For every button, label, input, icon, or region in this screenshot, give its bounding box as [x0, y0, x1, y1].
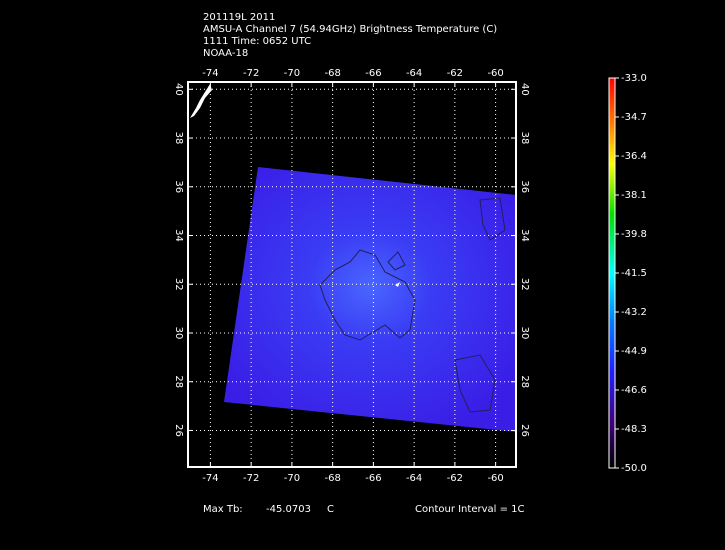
header-line: AMSU-A Channel 7 (54.94GHz) Brightness T…	[203, 24, 497, 35]
lon-label: -66	[365, 473, 381, 484]
contour	[319, 249, 416, 341]
colorbar	[609, 78, 615, 468]
lon-label: -62	[447, 68, 463, 79]
lat-label: 26	[173, 424, 184, 437]
colorbar-label: -48.3	[621, 424, 647, 435]
colorbar-label: -33.0	[621, 73, 647, 84]
lon-label: -74	[202, 473, 218, 484]
lat-label: 32	[519, 278, 530, 291]
lon-label: -72	[243, 473, 259, 484]
lon-label: -72	[243, 68, 259, 79]
eye	[395, 282, 400, 287]
lon-label: -62	[447, 473, 463, 484]
lat-label: 34	[519, 229, 530, 242]
lon-label: -60	[487, 473, 503, 484]
lon-label: -70	[284, 473, 300, 484]
lat-label: 38	[173, 132, 184, 145]
lat-label: 26	[519, 424, 530, 437]
footer-unit: C	[327, 504, 334, 515]
swath	[224, 167, 516, 432]
colorbar-label: -41.5	[621, 268, 647, 279]
lat-label: 28	[173, 375, 184, 388]
lat-label: 40	[173, 83, 184, 96]
lat-label: 36	[519, 180, 530, 193]
footer-label: Max Tb:	[203, 504, 243, 515]
header-line: NOAA-18	[203, 48, 248, 59]
footer-value: -45.0703	[266, 504, 311, 515]
colorbar-label: -39.8	[621, 229, 647, 240]
lon-label: -68	[324, 473, 340, 484]
map-frame	[187, 81, 517, 468]
colorbar-label: -46.6	[621, 385, 647, 396]
lat-label: 34	[173, 229, 184, 242]
lon-label: -64	[406, 473, 422, 484]
lat-label: 36	[173, 180, 184, 193]
coastline	[190, 84, 212, 118]
colorbar-label: -36.4	[621, 151, 647, 162]
lat-label: 32	[173, 278, 184, 291]
colorbar-label: -44.9	[621, 346, 647, 357]
colorbar-label: -50.0	[621, 463, 647, 474]
footer-contour: Contour Interval = 1C	[415, 504, 525, 515]
lat-label: 30	[173, 327, 184, 340]
contour	[387, 251, 406, 271]
header: 201119L 2011 AMSU-A Channel 7 (54.94GHz)…	[203, 12, 497, 59]
lon-label: -66	[365, 68, 381, 79]
colorbar-label: -38.1	[621, 190, 647, 201]
lat-label: 40	[519, 83, 530, 96]
lon-label: -64	[406, 68, 422, 79]
header-line: 1111 Time: 0652 UTC	[203, 36, 311, 47]
lon-label: -60	[487, 68, 503, 79]
lon-label: -68	[324, 68, 340, 79]
lon-label: -70	[284, 68, 300, 79]
lat-label: 38	[519, 132, 530, 145]
colorbar-label: -43.2	[621, 307, 647, 318]
contour	[454, 354, 496, 413]
lat-label: 28	[519, 375, 530, 388]
grid	[188, 82, 516, 467]
lat-label: 30	[519, 327, 530, 340]
header-line: 201119L 2011	[203, 12, 275, 23]
lon-label: -74	[202, 68, 218, 79]
colorbar-label: -34.7	[621, 112, 647, 123]
contour	[479, 197, 506, 241]
